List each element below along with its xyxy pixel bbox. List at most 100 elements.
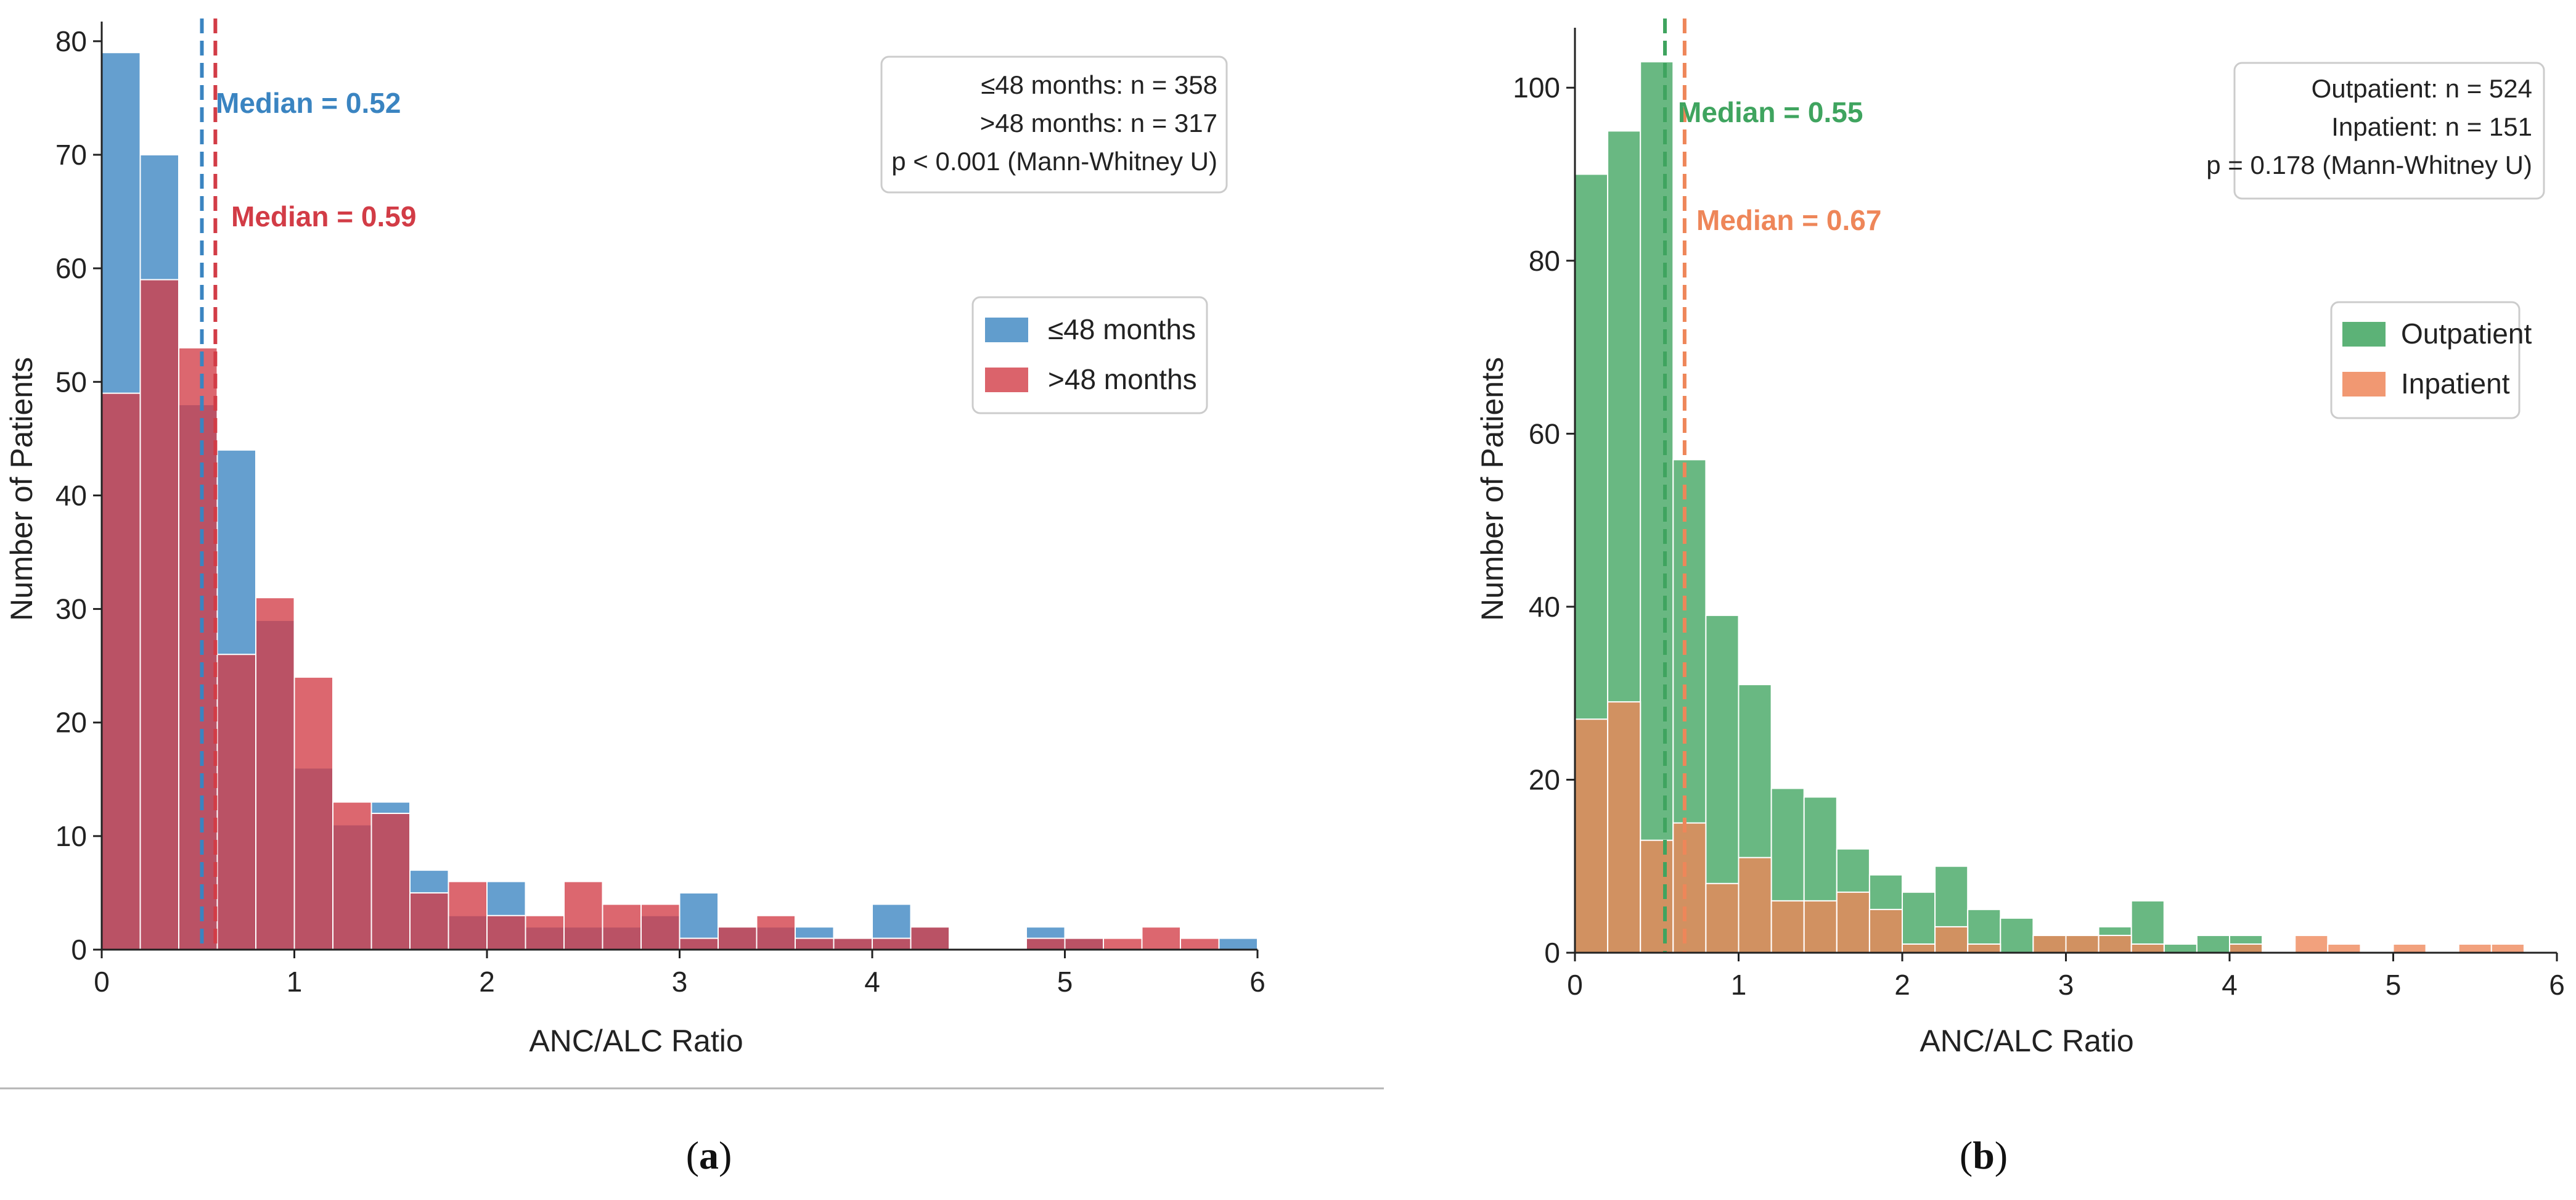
panel-a-ytick-label-5: 50 bbox=[55, 366, 87, 398]
panel-a-bar-s2-5 bbox=[293, 676, 333, 951]
panel-b-bar-s2-27 bbox=[2458, 943, 2492, 953]
panel-a-bar-s2-8 bbox=[409, 892, 449, 951]
panel-b-stats-line-2: Inpatient: n = 151 bbox=[2331, 112, 2532, 141]
panel-a-ytick-label-1: 10 bbox=[55, 820, 87, 852]
panel-a-bar-s1-29 bbox=[1218, 937, 1258, 950]
panel-a-legend-box bbox=[971, 296, 1208, 414]
panel-b-bar-s2-9 bbox=[1868, 908, 1903, 953]
panel-b-legend: Outpatient Inpatient bbox=[2330, 301, 2532, 419]
panel-a-bar-s2-14 bbox=[640, 903, 681, 950]
panel-b-bar-s2-17 bbox=[2130, 943, 2165, 953]
panel-b-median-lines bbox=[1663, 18, 1687, 953]
panel-a-xtick-label-3: 3 bbox=[672, 966, 688, 998]
panel-a-legend-swatch-2 bbox=[985, 368, 1028, 392]
panel-b-caption: (b) bbox=[1960, 1133, 2008, 1177]
panel-b-median-label-1: Median = 0.55 bbox=[1678, 96, 1863, 128]
panel-a-bar-s2-21 bbox=[910, 926, 950, 951]
panel-a-bars bbox=[101, 52, 1258, 951]
panel-a-bar-s2-3 bbox=[216, 654, 256, 950]
panel-a-median-label-1: Median = 0.52 bbox=[216, 87, 401, 119]
panel-b-xtick-label-0: 0 bbox=[1567, 969, 1583, 1001]
panel-a-bar-s2-16 bbox=[718, 926, 758, 951]
panel-a-bar-s2-25 bbox=[1064, 937, 1104, 950]
panel-a-bar-s2-10 bbox=[486, 914, 526, 951]
panel-b-bar-s2-2 bbox=[1640, 839, 1674, 954]
panel-a-bar-s2-18 bbox=[795, 937, 835, 950]
panel-b-bar-s2-25 bbox=[2392, 943, 2427, 953]
panel-b-ytick-label-2: 40 bbox=[1529, 591, 1560, 623]
panel-a-xtick-label-1: 1 bbox=[287, 966, 303, 998]
panel-b-bar-s2-10 bbox=[1902, 943, 1936, 953]
panel-a-stats-line-2: >48 months: n = 317 bbox=[980, 109, 1217, 138]
panel-a-ytick-label-0: 0 bbox=[71, 934, 87, 966]
panel-a-y-axis-label: Number of Patients bbox=[4, 357, 39, 621]
panel-a-bar-s2-17 bbox=[756, 914, 796, 951]
panel-a-bar-s2-0 bbox=[101, 392, 141, 950]
panel-a-bar-s2-26 bbox=[1103, 937, 1143, 950]
panel-b-median-label-2: Median = 0.67 bbox=[1696, 204, 1881, 236]
panel-b-ytick-label-3: 60 bbox=[1529, 417, 1560, 450]
panel-b-bar-s2-4 bbox=[1705, 882, 1740, 954]
panel-a-xtick-label-6: 6 bbox=[1249, 966, 1266, 998]
panel-a-legend: ≤48 months >48 months bbox=[971, 296, 1208, 414]
panel-a-bar-s2-27 bbox=[1141, 926, 1181, 951]
panel-b-bar-s2-6 bbox=[1770, 900, 1805, 954]
panel-b-xtick-label-3: 3 bbox=[2058, 969, 2074, 1001]
panel-b-bar-s2-16 bbox=[2098, 934, 2132, 954]
panel-b-bar-s2-1 bbox=[1607, 701, 1642, 953]
panel-a-bar-s2-24 bbox=[1026, 937, 1066, 950]
panel-b-xtick-label-2: 2 bbox=[1894, 969, 1910, 1001]
panel-b-bar-s2-15 bbox=[2065, 934, 2100, 954]
panel-b-xtick-label-5: 5 bbox=[2386, 969, 2402, 1001]
panel-a-caption: (a) bbox=[686, 1133, 732, 1177]
panel-b-ytick-label-0: 0 bbox=[1544, 937, 1560, 969]
panel-a-xtick-label-5: 5 bbox=[1057, 966, 1073, 998]
panel-b-bar-s1-13 bbox=[2000, 917, 2034, 954]
panel-b-stats-line-1: Outpatient: n = 524 bbox=[2312, 74, 2532, 103]
panel-a-stats-box bbox=[880, 55, 1228, 194]
panel-b-ytick-label-1: 20 bbox=[1529, 763, 1560, 795]
panel-b-y-axis-label: Number of Patients bbox=[1475, 357, 1510, 621]
panel-b-bar-s2-14 bbox=[2032, 934, 2067, 954]
panel-b-bar-s1-2 bbox=[1640, 61, 1674, 953]
panel-b-bar-s2-12 bbox=[1967, 943, 2002, 953]
panel-a-xtick-label-4: 4 bbox=[864, 966, 880, 998]
panel-a-bar-s2-2 bbox=[178, 347, 218, 950]
panel-b-stats-line-3: p = 0.178 (Mann-Whitney U) bbox=[2206, 150, 2532, 179]
panel-a-xtick-label-0: 0 bbox=[94, 966, 110, 998]
panel-b-bar-s2-7 bbox=[1803, 900, 1838, 954]
panel-a-median-label-2: Median = 0.59 bbox=[231, 200, 416, 232]
panel-a-x-axis-label: ANC/ALC Ratio bbox=[529, 1024, 743, 1058]
panel-b-bar-s1-19 bbox=[2196, 934, 2230, 954]
panel-a-ytick-label-4: 40 bbox=[55, 479, 87, 511]
panel-b-ytick-label-5: 100 bbox=[1513, 72, 1560, 104]
panel-a-bar-s2-19 bbox=[833, 937, 873, 950]
panel-b-bar-s2-11 bbox=[1934, 926, 1969, 953]
panel-b-ytick-label-4: 80 bbox=[1529, 245, 1560, 277]
panel-b-bar-s2-3 bbox=[1672, 822, 1707, 954]
panel-b-xtick-label-4: 4 bbox=[2222, 969, 2238, 1001]
panel-a-stats-line-3: p < 0.001 (Mann-Whitney U) bbox=[891, 147, 1217, 176]
panel-a-ytick-label-7: 70 bbox=[55, 139, 87, 171]
panel-b-legend-swatch-2 bbox=[2342, 372, 2386, 397]
panel-a-legend-label-2: >48 months bbox=[1048, 363, 1197, 395]
panel-a-bar-s2-15 bbox=[679, 937, 719, 950]
panel-b-legend-swatch-1 bbox=[2342, 322, 2386, 347]
panel-a-bar-s2-28 bbox=[1180, 937, 1220, 950]
panel-a-stats-line-1: ≤48 months: n = 358 bbox=[981, 70, 1217, 99]
panel-a-ytick-label-8: 80 bbox=[55, 25, 87, 57]
panel-a-bar-s2-12 bbox=[563, 881, 603, 951]
panel-b-xtick-label-1: 1 bbox=[1731, 969, 1747, 1001]
panel-a-legend-swatch-1 bbox=[985, 318, 1028, 342]
panel-a-bar-s2-4 bbox=[255, 597, 295, 950]
panel-b-bar-s2-5 bbox=[1738, 857, 1772, 954]
panel-a-xtick-label-2: 2 bbox=[479, 966, 495, 998]
panel-b-bar-s2-20 bbox=[2229, 943, 2263, 953]
panel-b-bar-s2-28 bbox=[2490, 943, 2525, 953]
panel-b-legend-label-1: Outpatient bbox=[2401, 318, 2532, 350]
panel-a-bar-s2-9 bbox=[448, 881, 488, 951]
